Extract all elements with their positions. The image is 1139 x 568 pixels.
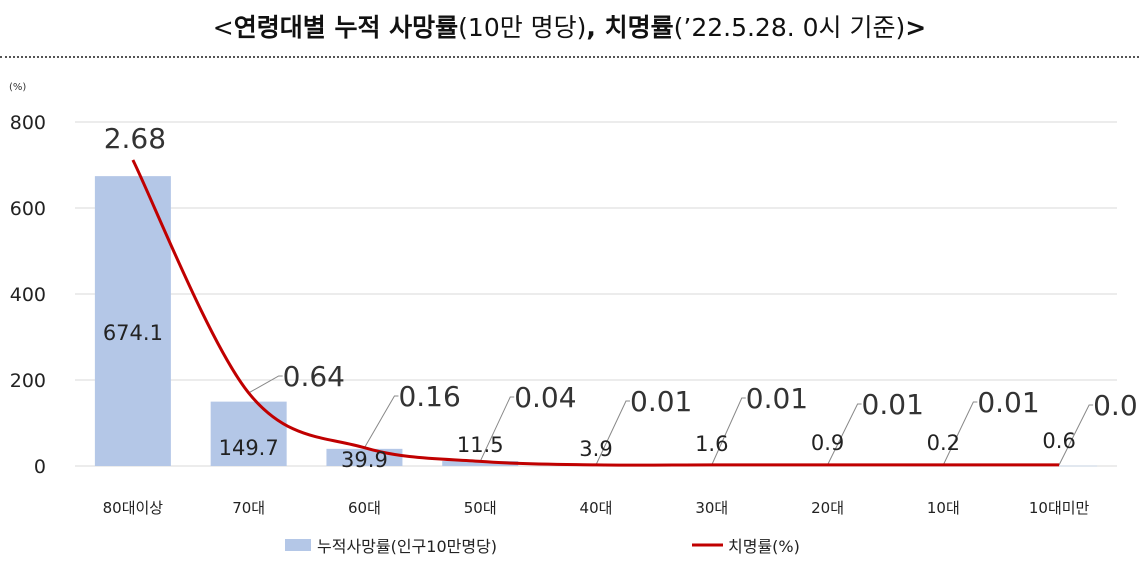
bar-value-label: 0.2 <box>927 431 960 455</box>
title-open: < <box>212 13 234 42</box>
bar-value-label: 11.5 <box>457 433 504 457</box>
bar <box>210 401 287 466</box>
rate-value-label: 0.04 <box>514 381 576 414</box>
category-label: 10대 <box>927 499 960 517</box>
leader-line <box>1058 404 1094 466</box>
y-tick-label: 800 <box>10 112 46 134</box>
title-close: > <box>905 13 927 42</box>
bar <box>442 461 519 466</box>
rate-value-label: 0.01 <box>862 388 924 421</box>
category-label: 10대미만 <box>1029 499 1090 517</box>
bar-value-label: 39.9 <box>341 448 388 472</box>
legend-bar-label: 누적사망률(인구10만명당) <box>317 537 497 556</box>
category-label: 80대이상 <box>103 499 164 517</box>
leader-lines <box>248 375 1094 466</box>
bar <box>94 176 171 466</box>
category-label: 40대 <box>580 499 613 517</box>
y-tick-label: 200 <box>10 370 46 392</box>
bar-value-label: 1.6 <box>695 432 728 456</box>
y-tick-label: 600 <box>10 198 46 220</box>
rate-value-label: 0.16 <box>398 380 460 413</box>
leader-line <box>827 403 862 466</box>
y-axis: 800 600 400 200 0 (%) <box>9 82 46 478</box>
title-part2: (10만 명당) <box>458 13 587 42</box>
leader-line <box>248 375 283 394</box>
rate-value-label: 2.68 <box>104 122 166 155</box>
y-tick-label: 0 <box>34 456 46 478</box>
category-label: 70대 <box>232 499 265 517</box>
legend: 누적사망률(인구10만명당) 치명률(%) <box>285 537 800 556</box>
category-label: 20대 <box>811 499 844 517</box>
title-divider <box>0 56 1139 58</box>
category-axis: 80대이상 70대 60대 50대 40대 30대 20대 10대 10대미만 <box>103 499 1090 517</box>
bars <box>94 176 1098 467</box>
category-label: 30대 <box>695 499 728 517</box>
title-part3: , 치명률 <box>586 13 674 42</box>
rate-value-label: 0.01 <box>746 382 808 415</box>
y-tick-label: 400 <box>10 284 46 306</box>
title-part4: (’22.5.28. 0시 기준) <box>673 13 906 42</box>
category-label: 50대 <box>464 499 497 517</box>
data-labels: 674.1 149.7 39.9 11.5 3.9 1.6 0.9 0.2 0.6 2.68 0.6… <box>103 122 1139 472</box>
leader-line <box>942 401 978 466</box>
category-label: 60대 <box>348 499 381 517</box>
rate-value-label: 0.64 <box>283 360 345 393</box>
bar-value-label: 149.7 <box>219 436 279 460</box>
title-part1: 연령대별 누적 사망률 <box>233 13 459 42</box>
rate-value-label: 0.01 <box>1093 389 1139 422</box>
bar-value-label: 0.9 <box>811 431 844 455</box>
legend-line-label: 치명률(%) <box>728 537 800 556</box>
bar-value-label: 3.9 <box>579 437 612 461</box>
legend-bar-swatch <box>285 539 311 551</box>
leader-line <box>711 397 746 466</box>
rate-value-label: 0.01 <box>977 386 1039 419</box>
rate-value-label: 0.01 <box>630 385 692 418</box>
chart-title: <연령대별 누적 사망률(10만 명당), 치명률(’22.5.28. 0시 기… <box>0 8 1139 44</box>
bar-value-label: 0.6 <box>1042 429 1075 453</box>
leader-line <box>479 396 515 462</box>
leader-line <box>364 395 399 448</box>
y-unit-label: (%) <box>9 82 26 93</box>
bar-value-label: 674.1 <box>103 321 163 345</box>
leader-line <box>595 400 630 466</box>
rate-line <box>131 159 1060 467</box>
